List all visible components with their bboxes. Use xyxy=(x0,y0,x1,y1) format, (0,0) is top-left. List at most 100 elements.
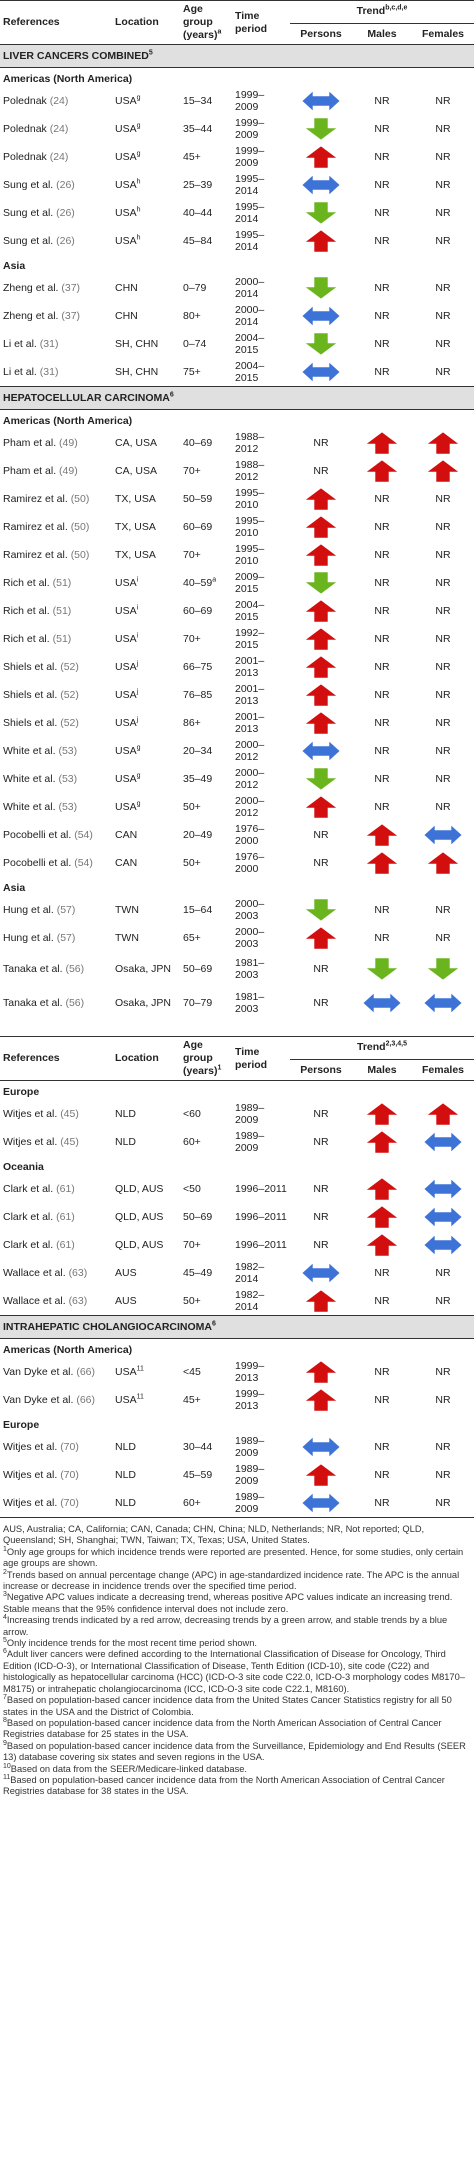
citation-link[interactable]: (24) xyxy=(49,151,69,163)
age-group-cell: <45 xyxy=(180,1358,232,1386)
age-group-text: 45+ xyxy=(183,1394,201,1406)
citation-link[interactable]: (66) xyxy=(76,1366,96,1378)
age-group-text: 30–44 xyxy=(183,1441,213,1453)
citation-link[interactable]: (26) xyxy=(56,235,75,247)
citation-link[interactable]: (45) xyxy=(60,1108,79,1120)
males-trend-cell: NR xyxy=(374,338,390,350)
citation-link[interactable]: (52) xyxy=(60,661,79,673)
reference-author: Shiels et al. xyxy=(3,717,61,729)
time-period-cell: 1995–2014 xyxy=(235,173,265,197)
table-row: Shiels et al. (52) USAj 86+ 2001–2013 NR NR xyxy=(0,709,474,737)
citation-link[interactable]: (57) xyxy=(56,904,76,916)
citation-link[interactable]: (31) xyxy=(39,338,59,350)
table-row: Wallace et al. (63) AUS 50+ 1982–2014 NR NR xyxy=(0,1287,474,1316)
citation-link[interactable]: (61) xyxy=(56,1211,75,1223)
citation-link[interactable]: (57) xyxy=(56,932,76,944)
citation-link[interactable]: (51) xyxy=(52,577,72,589)
reference-author: Li et al. xyxy=(3,338,40,350)
citation-link[interactable]: (51) xyxy=(52,605,72,617)
location-cell: TX, USA xyxy=(112,485,180,513)
females-trend-cell: NR xyxy=(435,605,451,617)
age-group-text: 80+ xyxy=(183,310,201,322)
citation-link[interactable]: (51) xyxy=(52,633,72,645)
citation-link[interactable]: (63) xyxy=(68,1295,88,1307)
section-header-row: HEPATOCELLULAR CARCINOMA6 xyxy=(0,386,474,410)
citation-link[interactable]: (50) xyxy=(70,493,90,505)
up-trend-arrow-icon xyxy=(365,459,399,483)
stable-trend-arrow-icon xyxy=(301,174,341,196)
superscript: 1 xyxy=(3,1545,7,1553)
persons-trend-cell xyxy=(290,924,352,952)
citation-link[interactable]: (24) xyxy=(49,95,69,107)
superscript: 1 xyxy=(217,1064,222,1072)
persons-trend-cell xyxy=(290,1386,352,1414)
citation-link[interactable]: (49) xyxy=(59,465,78,477)
table-row: Shiels et al. (52) USAj 66–75 2001–2013 NR NR xyxy=(0,653,474,681)
citation-link[interactable]: (56) xyxy=(65,963,85,975)
citation-link[interactable]: (24) xyxy=(49,123,69,135)
age-group-text: 50+ xyxy=(183,801,201,813)
females-trend-cell: NR xyxy=(435,1267,451,1279)
citation-link[interactable]: (54) xyxy=(74,857,93,869)
col-time-period-label: Time period xyxy=(235,9,268,35)
location-cell: USAg xyxy=(112,87,180,115)
age-group-text: 40–59 xyxy=(183,577,213,589)
col-age-group: Age group (years)a xyxy=(180,1,232,45)
citation-link[interactable]: (70) xyxy=(60,1497,79,1509)
section-title-text: LIVER CANCERS COMBINED xyxy=(3,50,149,62)
reference-cell: Ramirez et al. (50) xyxy=(0,541,112,569)
persons-trend-cell xyxy=(290,737,352,765)
col-references-label: References xyxy=(3,16,60,28)
persons-trend-cell: NR xyxy=(313,1136,329,1148)
citation-link[interactable]: (66) xyxy=(76,1394,96,1406)
location-cell: NLD xyxy=(112,1489,180,1517)
reference-cell: Hung et al. (57) xyxy=(0,896,112,924)
table-row: Polednak (24) USAg 35–44 1999–2009 NR NR xyxy=(0,115,474,143)
citation-link[interactable]: (31) xyxy=(39,366,59,378)
citation-link[interactable]: (50) xyxy=(70,521,90,533)
citation-link[interactable]: (50) xyxy=(70,549,90,561)
females-trend-cell: NR xyxy=(435,1469,451,1481)
reference-cell: Witjes et al. (45) xyxy=(0,1100,112,1128)
citation-link[interactable]: (26) xyxy=(56,179,75,191)
citation-link[interactable]: (37) xyxy=(61,310,81,322)
persons-trend-cell: NR xyxy=(313,857,329,869)
stable-trend-arrow-icon xyxy=(423,1234,463,1256)
superscript: 10 xyxy=(3,1762,11,1770)
citation-link[interactable]: (45) xyxy=(60,1136,79,1148)
citation-link[interactable]: (70) xyxy=(60,1469,79,1481)
time-period-cell: 2000–2012 xyxy=(235,795,265,819)
time-period-cell: 1999–2009 xyxy=(235,145,265,169)
females-trend-cell: NR xyxy=(435,338,451,350)
citation-link[interactable]: (56) xyxy=(65,997,85,1009)
citation-link[interactable]: (37) xyxy=(61,282,81,294)
up-trend-arrow-icon xyxy=(304,145,338,169)
location-cell: USAg xyxy=(112,115,180,143)
age-group-text: 50+ xyxy=(183,1295,201,1307)
citation-link[interactable]: (53) xyxy=(58,745,78,757)
citation-link[interactable]: (53) xyxy=(58,801,78,813)
males-trend-cell xyxy=(352,849,412,877)
location-text: NLD xyxy=(115,1136,137,1148)
superscript: 11 xyxy=(136,1393,144,1401)
citation-link[interactable]: (53) xyxy=(58,773,78,785)
citation-link[interactable]: (63) xyxy=(68,1267,88,1279)
col-references-label: References xyxy=(3,1052,60,1064)
superscript: 2,3,4,5 xyxy=(385,1040,408,1048)
time-period-cell: 2000–2014 xyxy=(235,276,265,300)
down-trend-arrow-icon xyxy=(304,898,338,922)
citation-link[interactable]: (52) xyxy=(60,689,79,701)
location-cell: TWN xyxy=(112,924,180,952)
citation-link[interactable]: (61) xyxy=(56,1183,75,1195)
citation-link[interactable]: (70) xyxy=(60,1441,79,1453)
citation-link[interactable]: (52) xyxy=(60,717,79,729)
location-text: USA xyxy=(115,123,137,135)
citation-link[interactable]: (61) xyxy=(56,1239,75,1251)
time-period-cell: 2000–2003 xyxy=(235,898,265,922)
citation-link[interactable]: (26) xyxy=(56,207,75,219)
location-cell: CHN xyxy=(112,274,180,302)
citation-link[interactable]: (54) xyxy=(74,829,93,841)
citation-link[interactable]: (49) xyxy=(59,437,78,449)
reference-author: Shiels et al. xyxy=(3,661,61,673)
superscript: j xyxy=(136,660,139,668)
